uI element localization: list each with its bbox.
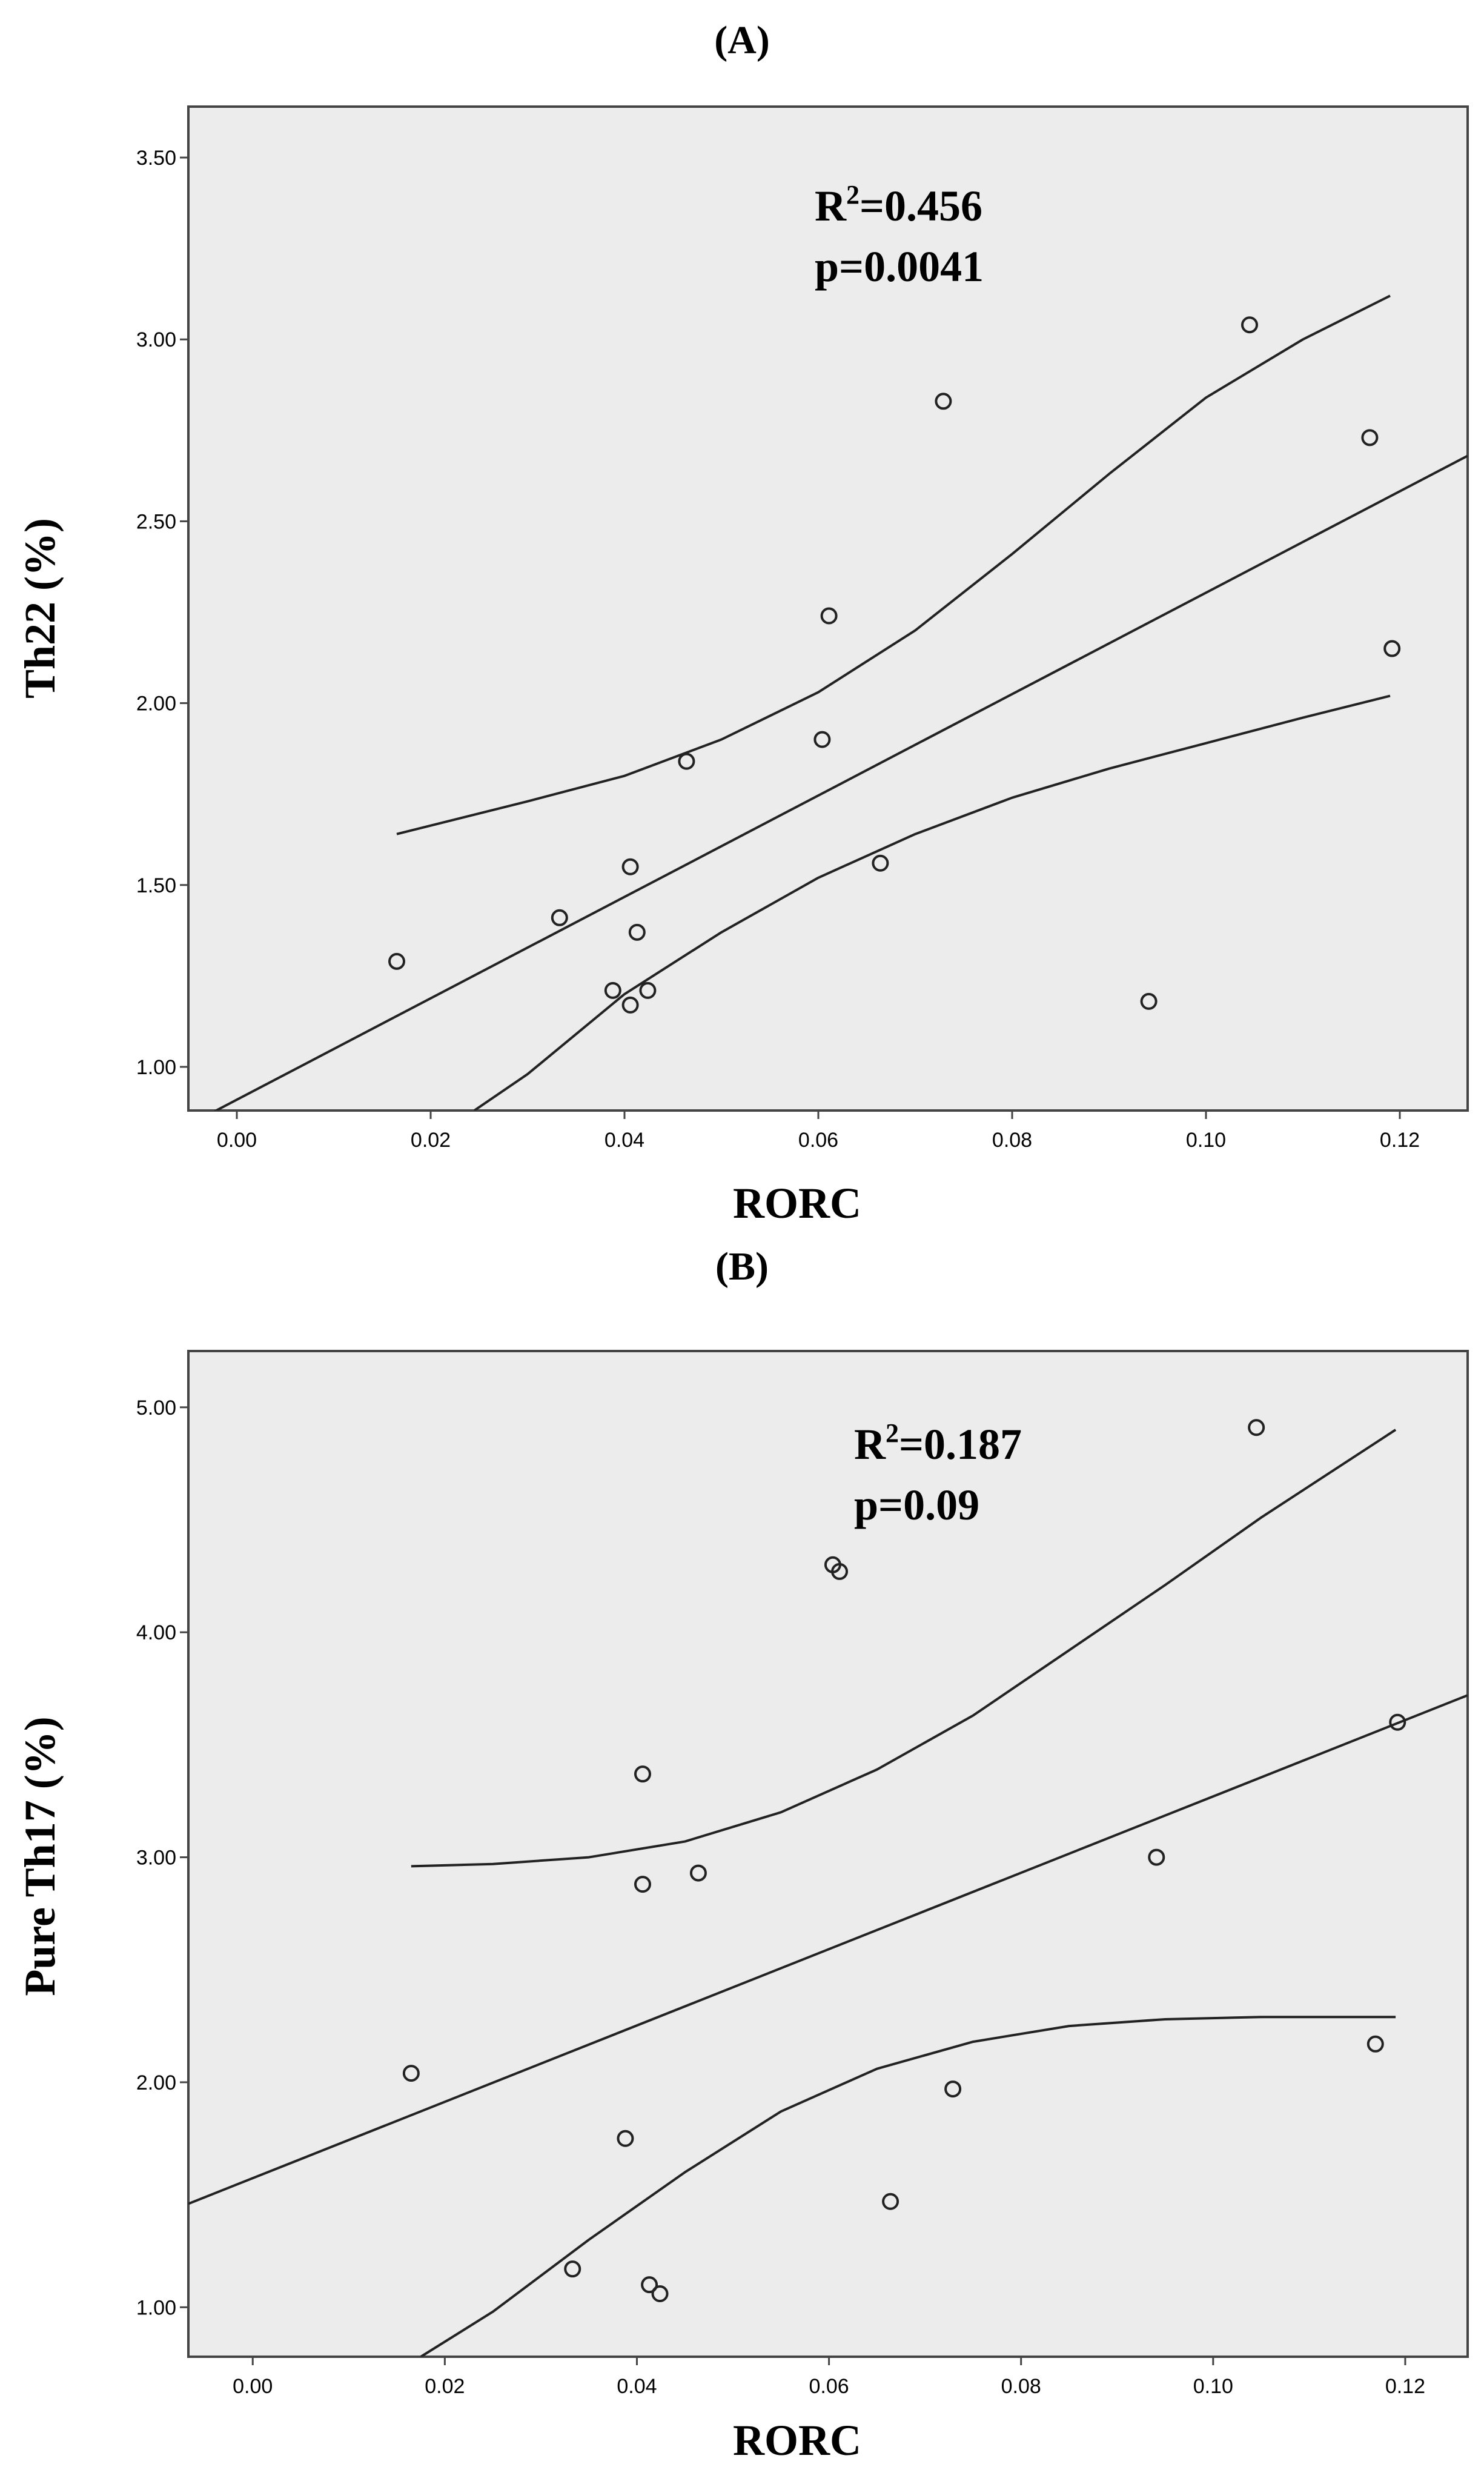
panel-a-y-tick-label: 2.00 [136,692,176,716]
panel-b-data-point [564,2260,581,2278]
panel-a-chart: 1.00 1.50 2.00 2.50 3.00 3.50 0.00 0.02 0.04 0.06… [136,147,1468,1152]
panel-b-data-point [402,2065,420,2082]
panel-a-data-point [935,393,952,410]
panel-a-data-point [813,731,831,748]
panel-b-data-point [1248,1419,1265,1436]
panel-a-data-point [604,981,621,999]
panel-b-x-tick-label: 0.00 [233,2375,273,2398]
panel-b-label: (B) [715,1244,769,1289]
panel-a-data-point [1383,640,1401,657]
panel-a-x-tick-label: 0.00 [217,1129,257,1152]
panel-b-y-axis-title: Pure Th17 (%) [16,1716,64,1996]
panel-a-y-tick-label: 3.00 [136,328,176,351]
panel-a-y-axis-title: Th22 (%) [16,518,64,699]
panel-a-x-tick-label: 0.02 [411,1129,451,1152]
panel-b-data-point [651,2285,669,2303]
panel-b-data-point [1148,1848,1165,1866]
panel-a-data-point [820,607,838,625]
panel-a-data-point [1140,992,1158,1010]
panel-b-data-point [1366,2035,1384,2053]
panel-a: (A) 1.00 1.50 2.00 2.50 3.00 3.50 0.00 0.02 0.04… [16,18,1469,1227]
panel-b-ci-upper-curve [411,1429,1397,1868]
panel-b-plot-area [187,1350,1469,2358]
panel-b: (B) 1.00 2.00 3.00 4.00 5.00 0.00 0.02 0.04 0.06… [16,1244,1469,2465]
panel-b-p-value: p=0.09 [854,1481,979,1529]
panel-b-data-point [1389,1713,1406,1731]
panel-a-data-point [872,854,889,872]
panel-a-x-tick-label: 0.06 [798,1129,838,1152]
panel-a-data-point [621,996,639,1014]
panel-b-x-axis-title: RORC [733,2416,861,2465]
panel-b-x-tick-label: 0.06 [809,2375,849,2398]
panel-a-data-point [1241,316,1258,334]
panel-a-ci-upper-curve [396,294,1391,835]
panel-a-label: (A) [714,18,770,62]
panel-a-data-point [678,752,695,770]
panel-b-data-point [641,2276,658,2294]
panel-a-data-point [551,909,568,926]
panel-a-data-point [388,952,405,970]
panel-b-data-point [831,1562,849,1580]
panel-a-y-tick-label: 3.50 [136,147,176,170]
panel-b-y-tick-label: 3.00 [136,1847,176,1870]
panel-a-r2: R2=0.456 [815,180,982,230]
panel-b-data-point [617,2130,634,2147]
panel-a-data-point [628,923,646,941]
panel-b-data-point [689,1864,707,1882]
panel-a-x-tick-label: 0.10 [1186,1129,1226,1152]
panel-b-x-tick-label: 0.10 [1193,2375,1233,2398]
panel-b-x-tick-label: 0.12 [1385,2375,1425,2398]
panel-a-data-point [621,858,639,875]
panel-a-x-tick-label: 0.04 [605,1129,644,1152]
panel-a-x-tick-label: 0.12 [1380,1129,1420,1152]
panel-b-data-point [882,2193,899,2210]
panel-a-y-tick-label: 1.00 [136,1056,176,1079]
panel-b-data-point [634,1765,651,1783]
panel-b-data-point [944,2080,962,2098]
panel-b-y-tick-label: 1.00 [136,2296,176,2319]
panel-a-y-tick-label: 1.50 [136,874,176,897]
panel-b-y-tick-label: 5.00 [136,1396,176,1419]
panel-b-r2: R2=0.187 [854,1418,1022,1469]
panel-a-p-value: p=0.0041 [815,242,984,291]
panel-b-y-tick-label: 4.00 [136,1621,176,1644]
panel-a-data-point [639,981,657,999]
panel-a-x-tick-label: 0.08 [992,1129,1032,1152]
panel-a-fit-line [213,454,1468,1111]
panel-b-x-tick-label: 0.04 [617,2375,657,2398]
panel-b-chart: 1.00 2.00 3.00 4.00 5.00 0.00 0.02 0.04 0.06 0.08… [136,1396,1468,2398]
panel-b-data-point [634,1876,651,1893]
panel-b-y-tick-label: 2.00 [136,2071,176,2094]
panel-b-x-tick-label: 0.08 [1001,2375,1041,2398]
panel-a-ci-lower-curve [473,694,1391,1111]
panel-a-x-axis-title: RORC [733,1179,861,1227]
panel-a-y-tick-label: 2.50 [136,510,176,533]
panel-a-data-point [1361,429,1379,447]
panel-b-fit-line [188,1694,1468,2205]
panel-b-ci-lower-curve [420,2016,1396,2357]
panel-b-x-tick-label: 0.02 [425,2375,465,2398]
